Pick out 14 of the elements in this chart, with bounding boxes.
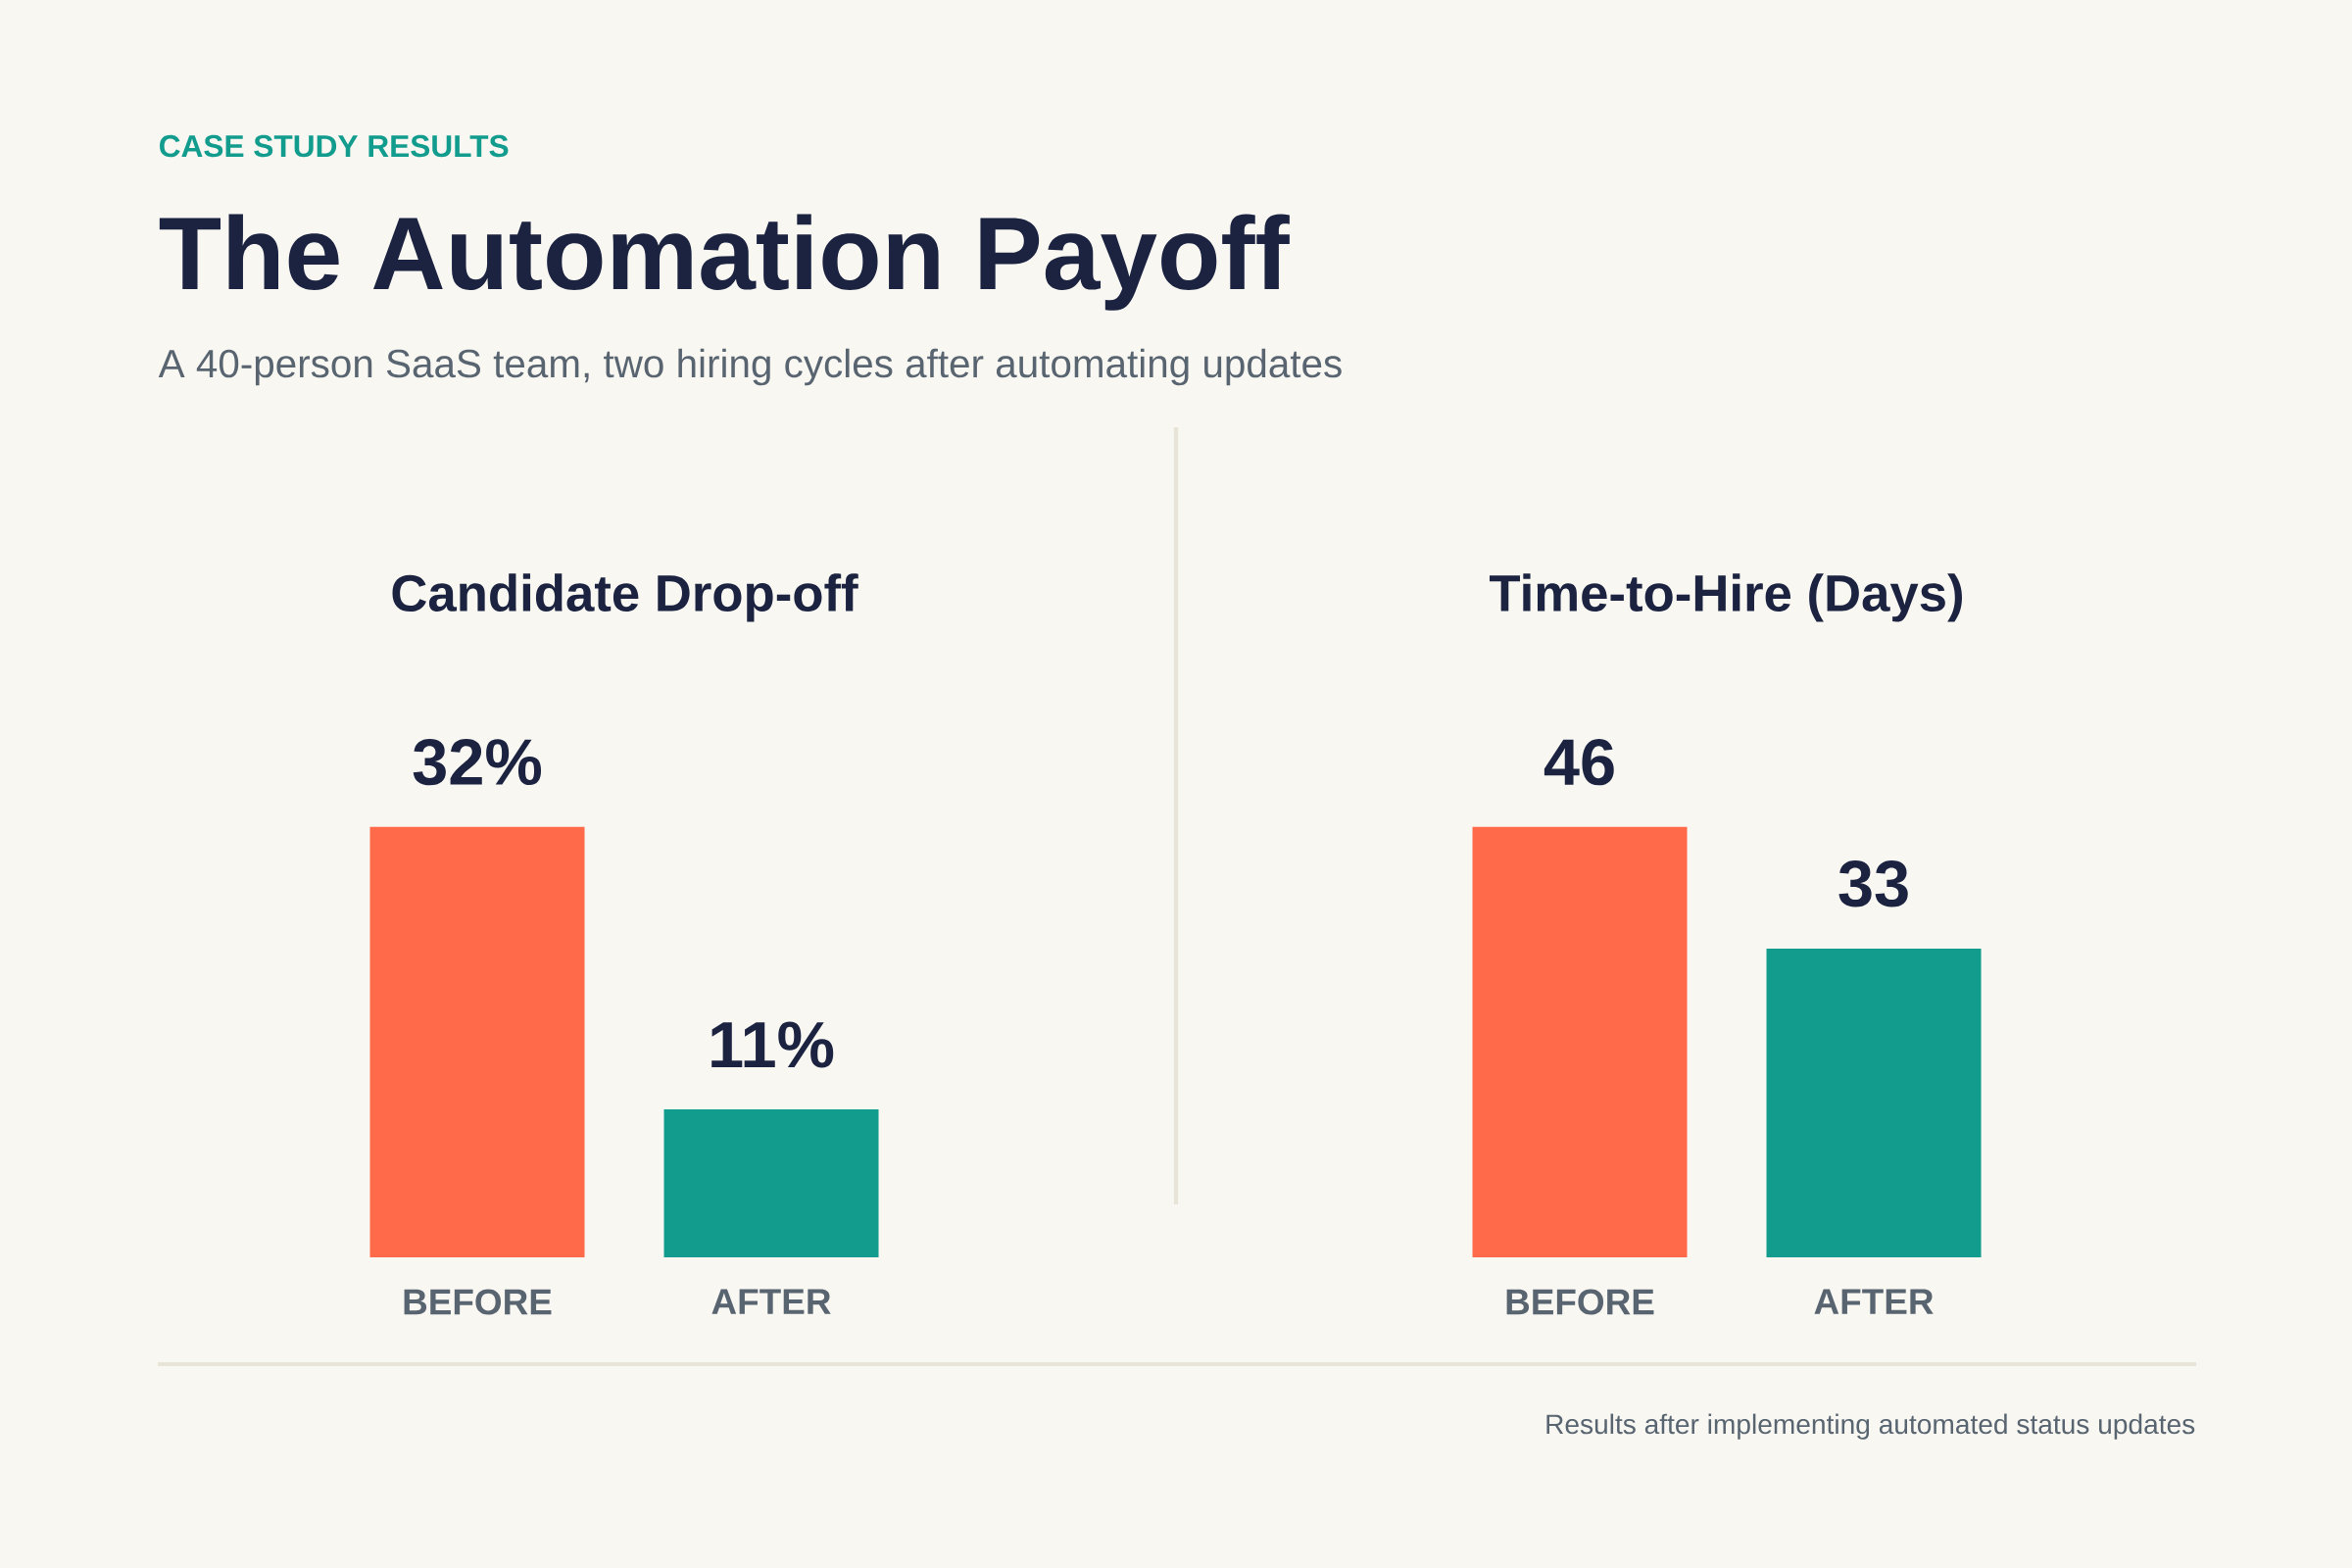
data-label: 33 (1838, 860, 1908, 907)
chart-title: Candidate Drop-off (392, 573, 858, 622)
x-tick-label: BEFORE (404, 1289, 552, 1315)
text: Results after implementing automated status updates (1546, 1413, 2195, 1440)
chart-title: Time-to-Hire (Days) (1489, 573, 1962, 622)
data-label: 46 (1544, 739, 1614, 786)
text: A 40-person SaaS team, two hiring cycles after automating updates (158, 348, 1342, 386)
text: CASE STUDY RESULTS (160, 134, 509, 158)
data-label: 32% (413, 738, 542, 786)
data-label: 11% (711, 1021, 834, 1068)
x-tick-label: AFTER (1814, 1289, 1934, 1314)
x-tick-label: BEFORE (1506, 1289, 1654, 1315)
text: The Automation Payoff (159, 214, 1290, 311)
x-tick-label: AFTER (711, 1289, 831, 1314)
